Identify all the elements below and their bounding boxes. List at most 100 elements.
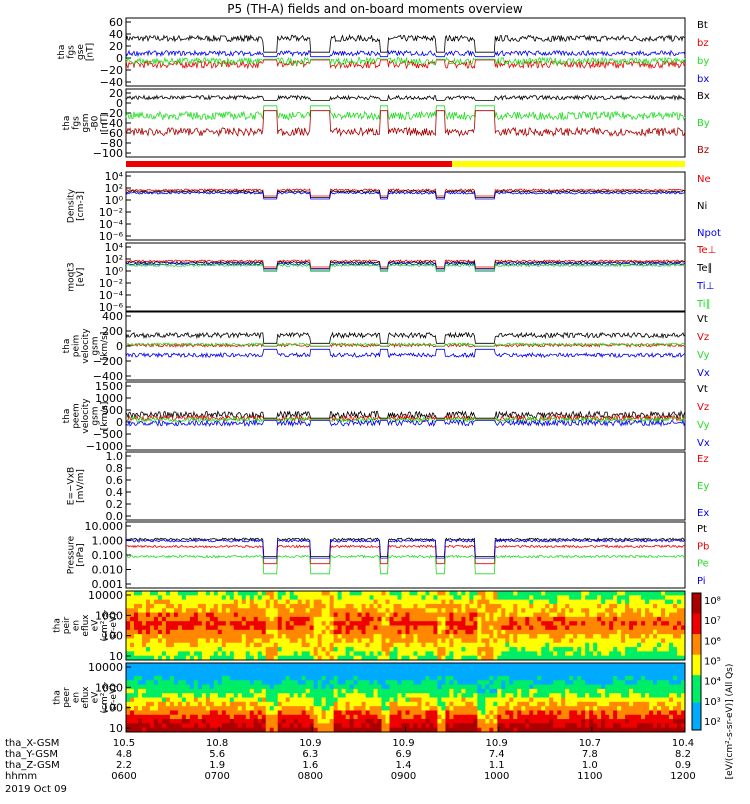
spectrogram-cell <box>469 647 474 652</box>
spectrogram-cell <box>633 642 638 648</box>
spectrogram-cell <box>353 680 359 686</box>
spectrogram-cell <box>137 667 143 673</box>
spectrogram-cell <box>221 710 227 716</box>
legend-pressure: Pt <box>697 524 707 535</box>
spectrogram-cell <box>437 634 442 639</box>
spectrogram-cell <box>425 663 430 668</box>
spectrogram-cell <box>617 671 622 677</box>
spectrogram-cell <box>441 667 446 673</box>
spectrogram-cell <box>445 693 450 698</box>
spectrogram-cell <box>145 693 151 698</box>
spectrogram-cell <box>393 714 399 720</box>
spectrogram-cell <box>473 651 478 657</box>
spectrogram-cell <box>517 621 522 626</box>
spectrogram-cell <box>169 671 175 677</box>
spectrogram-cell <box>165 647 171 652</box>
spectrogram-cell <box>493 706 498 711</box>
spectrogram-cell <box>669 591 674 596</box>
spectrogram-cell <box>357 675 363 681</box>
colorbar-step <box>692 675 701 680</box>
spectrogram-cell <box>605 599 610 605</box>
spectrogram-cell <box>197 642 203 648</box>
spectrogram-cell <box>341 693 347 698</box>
spectrogram-cell <box>469 719 474 724</box>
spectrogram-cell <box>349 616 355 622</box>
spectrogram-cell <box>221 595 227 601</box>
spectrogram-cell <box>681 671 686 677</box>
spectrogram-cell <box>181 667 187 673</box>
spectrogram-cell <box>361 642 367 648</box>
spectrogram-cell <box>597 688 602 694</box>
spectrogram-cell <box>393 697 399 703</box>
spectrogram-cell <box>541 693 546 698</box>
spectrogram-cell <box>601 684 606 690</box>
spectrogram-cell <box>461 625 466 631</box>
spectrogram-cell <box>185 706 191 711</box>
spectrogram-cell <box>313 723 319 729</box>
mode-segment-0 <box>126 161 453 167</box>
spectrogram-cell <box>525 595 530 601</box>
spectrogram-cell <box>281 616 287 622</box>
spectrogram-cell <box>137 621 143 626</box>
spectrogram-cell <box>141 647 147 652</box>
spectrogram-cell <box>669 647 674 652</box>
spectrogram-cell <box>437 608 442 614</box>
spectrogram-cell <box>457 655 462 661</box>
spectrogram-cell <box>605 655 610 661</box>
spectrogram-cell <box>417 723 422 729</box>
spectrogram-cell <box>153 603 159 609</box>
spectrogram-cell <box>197 603 203 609</box>
spectrogram-cell <box>461 714 466 720</box>
spectrogram-cell <box>449 638 454 644</box>
spectrogram-cell <box>633 655 638 661</box>
spectrogram-cell <box>401 629 406 635</box>
spectrogram-cell <box>637 655 642 661</box>
spectrogram-cell <box>301 663 307 668</box>
spectrogram-cell <box>553 608 558 614</box>
spectrogram-cell <box>613 616 618 622</box>
spectrogram-cell <box>493 634 498 639</box>
spectrogram-cell <box>529 723 534 729</box>
spectrogram-cell <box>645 680 650 686</box>
spectrogram-cell <box>501 710 506 716</box>
ylabel-line: [km/s] <box>100 332 110 361</box>
spectrogram-cell <box>221 608 227 614</box>
spectrogram-cell <box>657 680 662 686</box>
colorbar-step <box>692 702 701 707</box>
spectrogram-cell <box>126 697 131 703</box>
series-peim-velocity-2 <box>125 342 686 347</box>
spectrogram-cell <box>189 693 195 698</box>
spectrogram-cell <box>333 684 339 690</box>
spectrogram-cell <box>661 608 666 614</box>
spectrogram-cell <box>389 612 395 618</box>
spectrogram-cell <box>641 638 646 644</box>
spectrogram-cell <box>205 651 211 657</box>
spectrogram-cell <box>509 714 514 720</box>
spectrogram-cell <box>341 697 347 703</box>
spectrogram-cell <box>201 688 207 694</box>
spectrogram-cell <box>417 651 422 657</box>
spectrogram-cell <box>621 719 626 724</box>
spectrogram-cell <box>301 697 307 703</box>
spectrogram-cell <box>457 621 462 626</box>
legend-fgs: Bt <box>697 20 708 31</box>
ylabel-line: gse <box>76 44 86 60</box>
spectrogram-cell <box>409 603 414 609</box>
spectrogram-cell <box>493 680 498 686</box>
spectrogram-cell <box>637 714 642 720</box>
ylabel-line: (cm²-s- <box>100 681 110 713</box>
spectrogram-cell <box>445 719 450 724</box>
spectrogram-cell <box>217 719 223 724</box>
spectrogram-cell <box>241 642 247 648</box>
spectrogram-cell <box>581 616 586 622</box>
spectrogram-cell <box>653 684 658 690</box>
spectrogram-cell <box>333 603 339 609</box>
spectrogram-cell <box>173 706 179 711</box>
spectrogram-cell <box>157 688 163 694</box>
spectrogram-cell <box>245 634 251 639</box>
spectrogram-cell <box>257 608 263 614</box>
spectrogram-cell <box>153 634 159 639</box>
spectrogram-cell <box>505 723 510 729</box>
spectrogram-cell <box>609 697 614 703</box>
